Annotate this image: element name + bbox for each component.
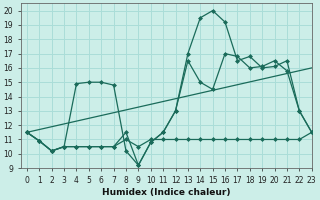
- X-axis label: Humidex (Indice chaleur): Humidex (Indice chaleur): [102, 188, 230, 197]
